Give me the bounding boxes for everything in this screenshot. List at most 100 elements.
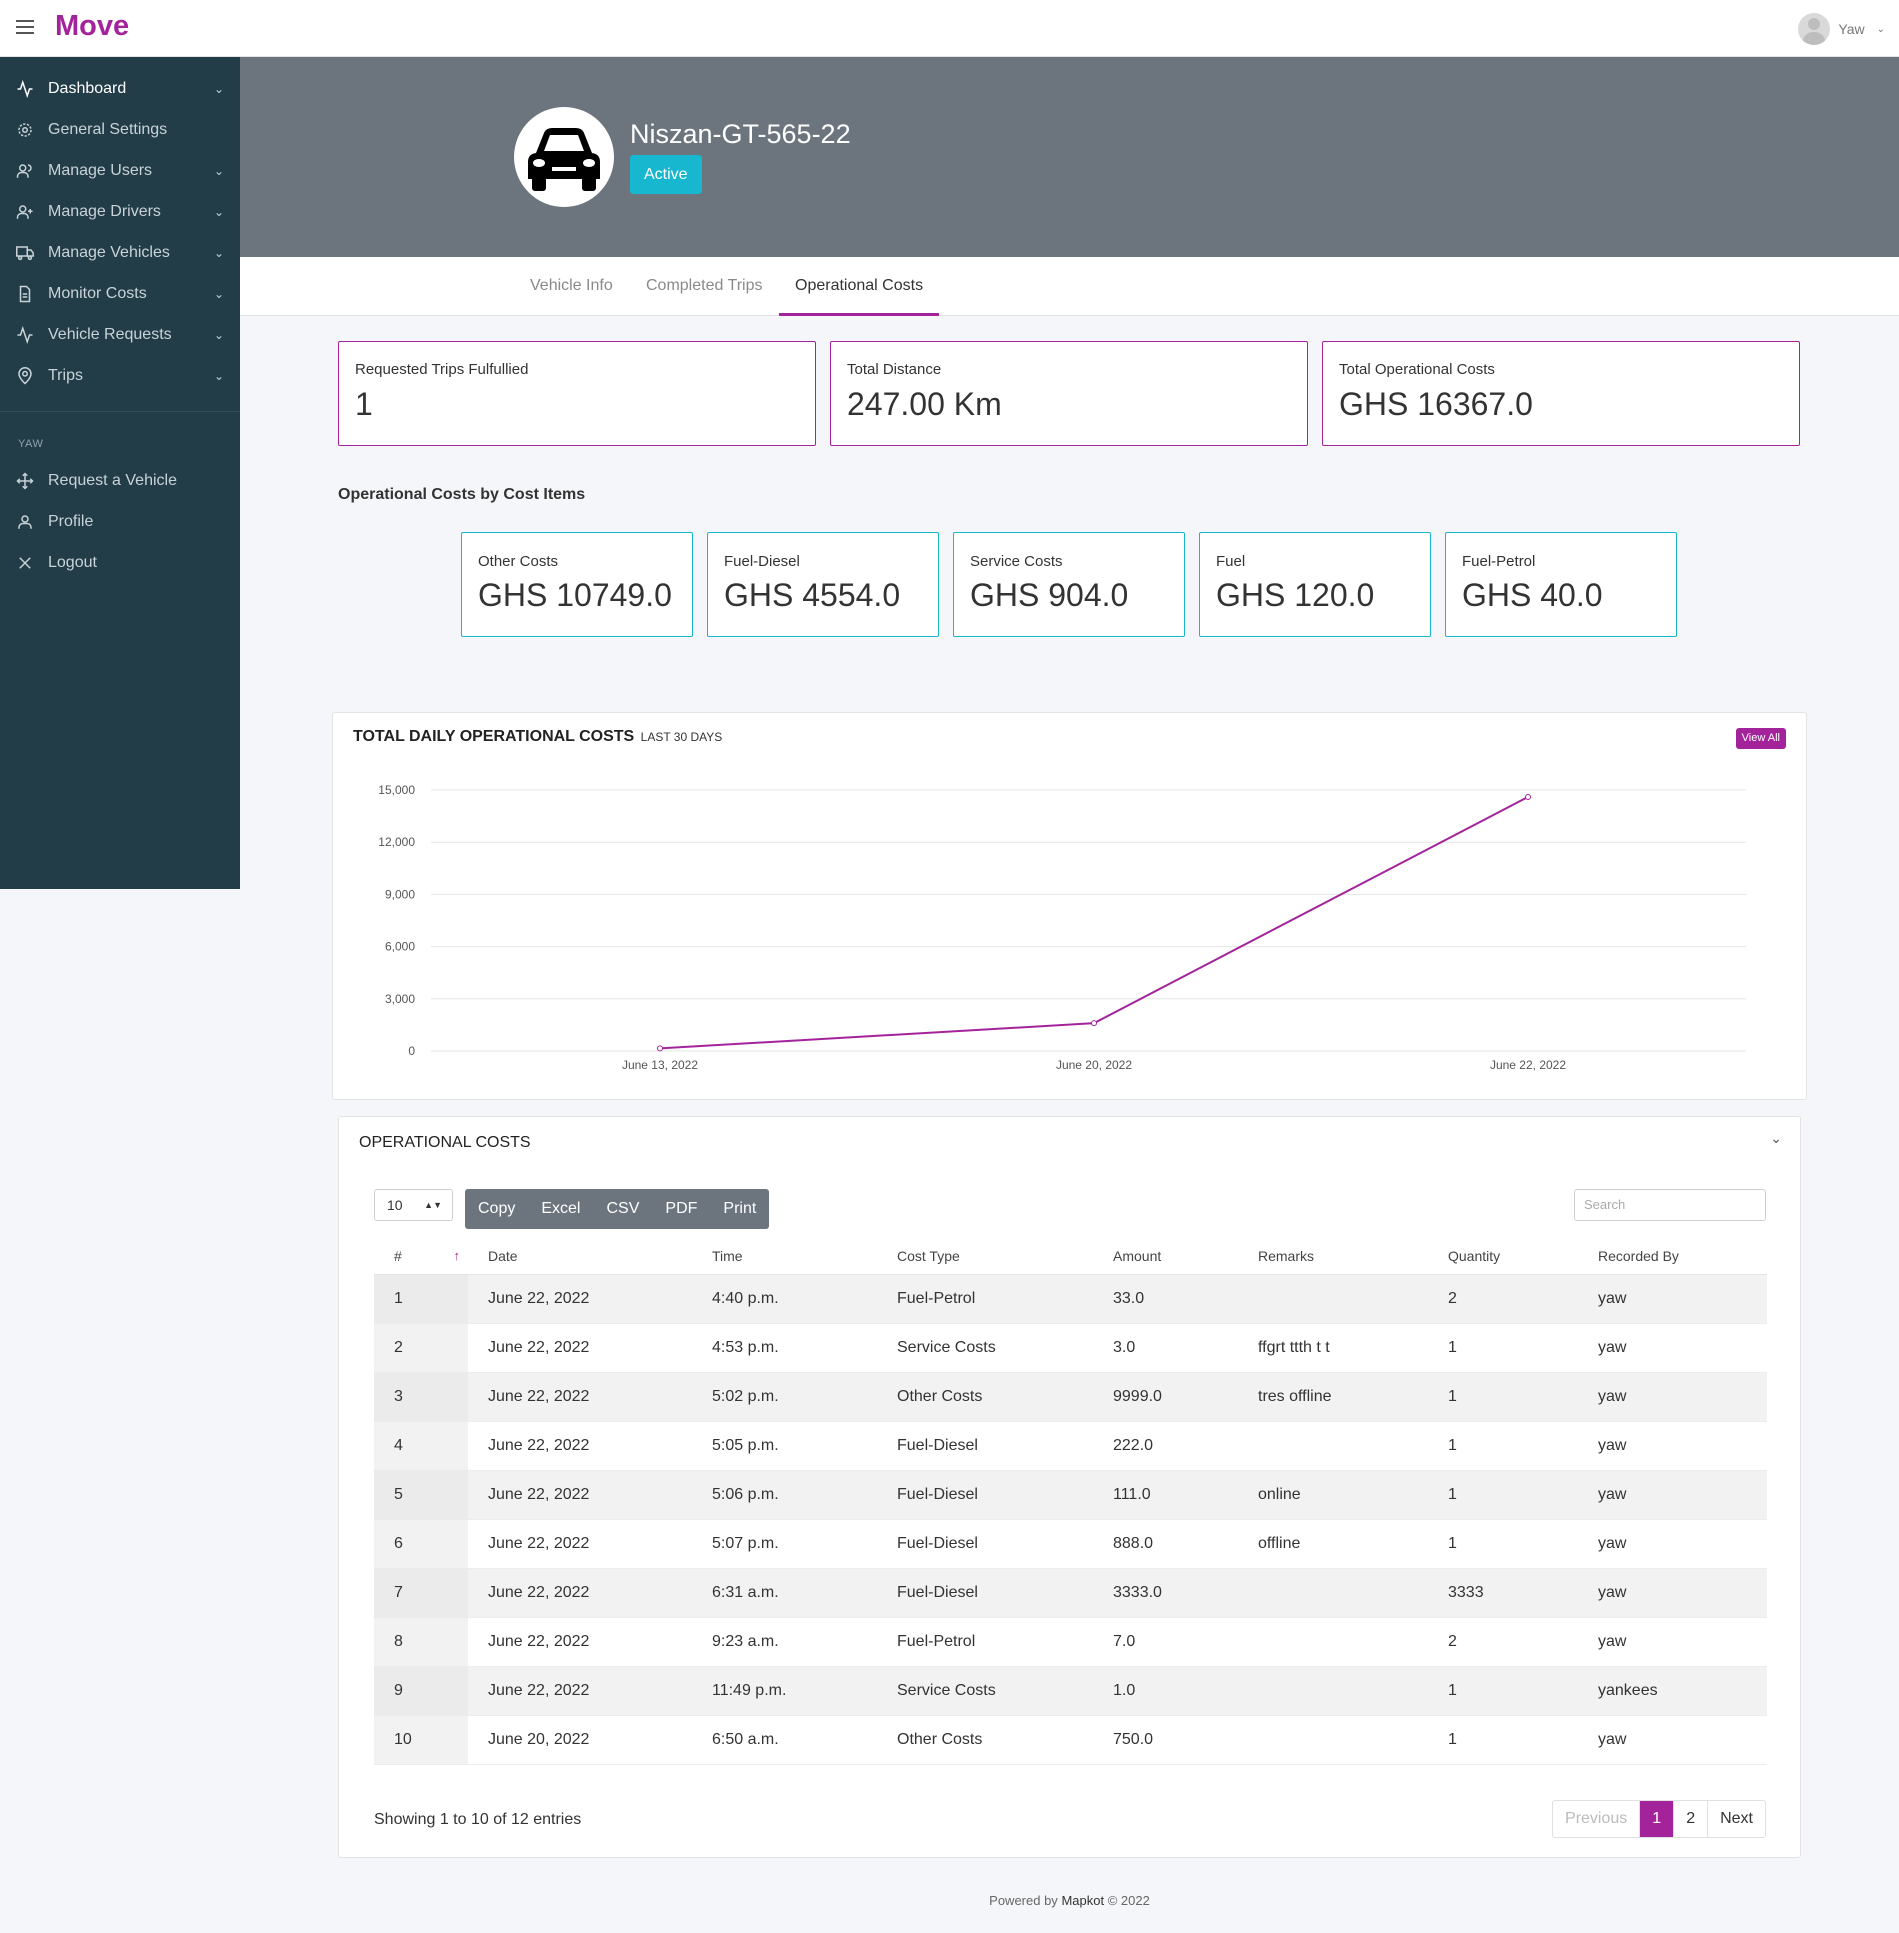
cell-time: 5:07 p.m.: [692, 1519, 877, 1569]
cell-quantity: 1: [1428, 1470, 1578, 1520]
data-point[interactable]: [1525, 793, 1531, 800]
data-point[interactable]: [1091, 1020, 1097, 1027]
footer-brand-link[interactable]: Mapkot: [1061, 1893, 1105, 1908]
cell-quantity: 1: [1428, 1421, 1578, 1471]
page-1-button[interactable]: 1: [1639, 1801, 1674, 1837]
user-menu[interactable]: Yaw ⌄: [1798, 12, 1885, 46]
sidebar-item-manage-vehicles[interactable]: Manage Vehicles ⌄: [0, 232, 240, 273]
cost-card-service: Service Costs GHS 904.0: [953, 532, 1185, 637]
cell-quantity: 1: [1428, 1666, 1578, 1716]
column-header-index[interactable]: # ↑: [374, 1239, 468, 1275]
column-header-time[interactable]: Time: [692, 1239, 877, 1275]
cell-date: June 22, 2022: [468, 1519, 692, 1569]
cell-remarks: offline: [1238, 1519, 1428, 1569]
sidebar-item-trips[interactable]: Trips ⌄: [0, 355, 240, 396]
column-header-amount[interactable]: Amount: [1093, 1239, 1238, 1275]
table-row[interactable]: 3 June 22, 2022 5:02 p.m. Other Costs 9999.0…: [374, 1372, 1767, 1422]
table-header-row: # ↑ Date Time Cost Type Amount Remarks Qu…: [374, 1239, 1767, 1275]
cell-recorded-by: yaw: [1578, 1715, 1767, 1765]
page-length-select[interactable]: 10 ▲▼: [374, 1189, 453, 1221]
table-row[interactable]: 10 June 20, 2022 6:50 a.m. Other Costs 750.0…: [374, 1715, 1767, 1765]
copy-button[interactable]: Copy: [478, 1200, 516, 1217]
view-all-button[interactable]: View All: [1735, 728, 1786, 749]
stat-value: GHS 16367.0: [1339, 386, 1533, 422]
cell-cost-type: Fuel-Diesel: [877, 1421, 1093, 1471]
table-row[interactable]: 1 June 22, 2022 4:40 p.m. Fuel-Petrol 33.0 2 y…: [374, 1274, 1767, 1324]
cell-cost-type: Fuel-Diesel: [877, 1519, 1093, 1569]
cost-value: GHS 10749.0: [478, 577, 672, 613]
cost-label: Service Costs: [970, 553, 1063, 570]
cell-date: June 22, 2022: [468, 1323, 692, 1373]
cell-recorded-by: yankees: [1578, 1666, 1767, 1716]
cell-date: June 20, 2022: [468, 1715, 692, 1765]
hamburger-menu-icon[interactable]: [16, 20, 34, 34]
cell-quantity: 1: [1428, 1519, 1578, 1569]
file-text-icon: [16, 285, 34, 303]
sidebar-item-logout[interactable]: Logout: [0, 542, 240, 583]
column-header-remarks[interactable]: Remarks: [1238, 1239, 1428, 1275]
user-name[interactable]: Yaw: [1838, 21, 1865, 37]
next-page-button[interactable]: Next: [1707, 1801, 1765, 1837]
chevron-down-icon[interactable]: ⌄: [1876, 23, 1885, 35]
table-row[interactable]: 5 June 22, 2022 5:06 p.m. Fuel-Diesel 111.0 o…: [374, 1470, 1767, 1520]
cell-index: 7: [374, 1568, 468, 1618]
cell-recorded-by: yaw: [1578, 1470, 1767, 1520]
user-avatar-icon[interactable]: [1798, 13, 1831, 45]
sidebar-item-dashboard[interactable]: Dashboard ⌄: [0, 68, 240, 109]
cell-quantity: 2: [1428, 1274, 1578, 1324]
sidebar-item-vehicle-requests[interactable]: Vehicle Requests ⌄: [0, 314, 240, 355]
excel-button[interactable]: Excel: [541, 1200, 581, 1217]
tab-operational-costs[interactable]: Operational Costs: [779, 257, 940, 316]
sidebar-item-manage-users[interactable]: Manage Users ⌄: [0, 150, 240, 191]
table-row[interactable]: 2 June 22, 2022 4:53 p.m. Service Costs 3.0 f…: [374, 1323, 1767, 1373]
cell-recorded-by: yaw: [1578, 1421, 1767, 1471]
chevron-down-icon[interactable]: ⌄: [1770, 1130, 1782, 1146]
daily-costs-chart: 0 3,000 6,000 9,000 12,000 15,000 June 13, 202…: [378, 783, 1746, 1072]
sidebar-item-general-settings[interactable]: General Settings: [0, 109, 240, 150]
cell-index: 5: [374, 1470, 468, 1520]
sidebar-item-label: Trips: [48, 366, 83, 384]
pdf-button[interactable]: PDF: [665, 1200, 698, 1217]
column-header-quantity[interactable]: Quantity: [1428, 1239, 1578, 1275]
column-header-recorded-by[interactable]: Recorded By: [1578, 1239, 1767, 1275]
car-icon: [514, 107, 614, 207]
footer-prefix: Powered by: [989, 1893, 1058, 1908]
y-tick-label: 12,000: [378, 835, 415, 849]
footer: Powered by Mapkot © 2022: [240, 1893, 1899, 1908]
vehicle-name: Niszan-GT-565-22: [630, 119, 851, 149]
table-row[interactable]: 9 June 22, 2022 11:49 p.m. Service Costs 1.0…: [374, 1666, 1767, 1716]
table-row[interactable]: 6 June 22, 2022 5:07 p.m. Fuel-Diesel 888.0 o…: [374, 1519, 1767, 1569]
cost-value: GHS 40.0: [1462, 577, 1603, 613]
chevron-down-icon: ⌄: [213, 368, 224, 383]
sidebar-item-label: Manage Drivers: [48, 202, 161, 220]
tab-completed-trips[interactable]: Completed Trips: [646, 277, 763, 294]
cell-date: June 22, 2022: [468, 1372, 692, 1422]
table-row[interactable]: 7 June 22, 2022 6:31 a.m. Fuel-Diesel 3333.0…: [374, 1568, 1767, 1618]
previous-page-button[interactable]: Previous: [1565, 1810, 1628, 1827]
cell-cost-type: Other Costs: [877, 1372, 1093, 1422]
cell-index: 9: [374, 1666, 468, 1716]
column-header-date[interactable]: Date: [468, 1239, 692, 1275]
print-button[interactable]: Print: [723, 1200, 757, 1217]
cost-value: GHS 904.0: [970, 577, 1129, 613]
x-tick-label: June 20, 2022: [1056, 1058, 1132, 1072]
stat-value: 247.00 Km: [847, 386, 1002, 422]
data-point[interactable]: [657, 1045, 663, 1052]
tab-vehicle-info[interactable]: Vehicle Info: [530, 277, 613, 294]
sidebar-item-request-vehicle[interactable]: Request a Vehicle: [0, 460, 240, 501]
cell-cost-type: Other Costs: [877, 1715, 1093, 1765]
brand-logo[interactable]: Move: [55, 10, 130, 42]
column-header-cost-type[interactable]: Cost Type: [877, 1239, 1093, 1275]
search-input[interactable]: Search: [1574, 1189, 1766, 1221]
sidebar-item-manage-drivers[interactable]: Manage Drivers ⌄: [0, 191, 240, 232]
table-row[interactable]: 8 June 22, 2022 9:23 a.m. Fuel-Petrol 7.0 2 ya…: [374, 1617, 1767, 1667]
cell-time: 5:05 p.m.: [692, 1421, 877, 1471]
csv-button[interactable]: CSV: [606, 1200, 640, 1217]
table-row[interactable]: 4 June 22, 2022 5:05 p.m. Fuel-Diesel 222.0 1…: [374, 1421, 1767, 1471]
sidebar-item-monitor-costs[interactable]: Monitor Costs ⌄: [0, 273, 240, 314]
cost-label: Fuel-Petrol: [1462, 553, 1536, 570]
chevron-down-icon: ⌄: [213, 81, 224, 96]
page-2-button[interactable]: 2: [1673, 1801, 1707, 1837]
activity-icon: [16, 79, 34, 98]
sidebar-item-profile[interactable]: Profile: [0, 501, 240, 542]
